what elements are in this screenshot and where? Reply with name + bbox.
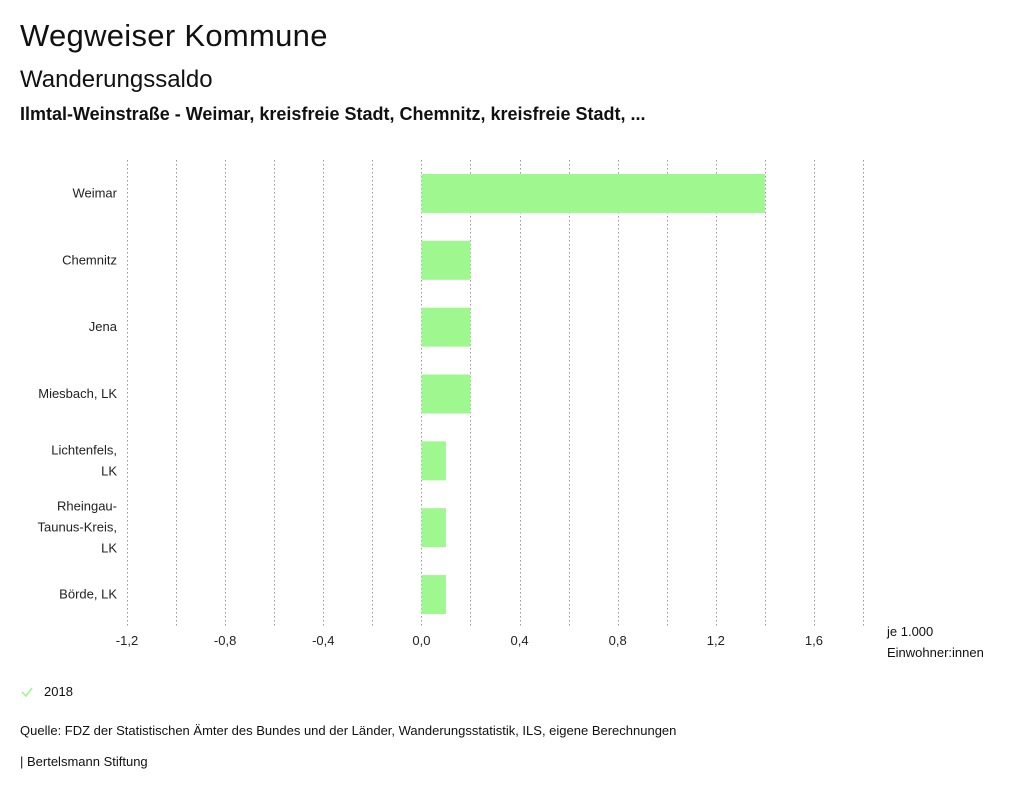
bar xyxy=(421,240,471,280)
category-label: Rheingau- xyxy=(57,499,117,514)
x-tick-label: -0,4 xyxy=(312,633,334,648)
region-label: Ilmtal-Weinstraße - Weimar, kreisfreie S… xyxy=(20,104,646,124)
bar xyxy=(421,441,446,481)
bar xyxy=(421,508,446,548)
x-tick-label: 0,0 xyxy=(412,633,430,648)
chart-subtitle: Wanderungssaldo xyxy=(20,66,213,93)
category-label: Taunus-Kreis, xyxy=(38,520,117,535)
bar xyxy=(421,374,471,414)
category-label: LK xyxy=(101,463,117,478)
category-label: Jena xyxy=(89,319,118,334)
bar xyxy=(421,575,446,615)
x-tick-label: 0,8 xyxy=(609,633,627,648)
x-tick-label: -0,8 xyxy=(214,633,236,648)
x-axis-unit-line: Einwohner:innen xyxy=(887,645,984,660)
x-axis-unit-label: je 1.000 Einwohner:innen xyxy=(887,621,984,663)
x-tick-label: 1,2 xyxy=(707,633,725,648)
category-label: Weimar xyxy=(72,185,117,200)
category-label: Miesbach, LK xyxy=(38,386,117,401)
x-tick-label: -1,2 xyxy=(116,633,138,648)
check-icon[interactable] xyxy=(20,685,34,699)
page-title: Wegweiser Kommune xyxy=(20,18,328,53)
category-label: Börde, LK xyxy=(59,587,117,602)
x-tick-label: 1,6 xyxy=(805,633,823,648)
x-tick-label: 0,4 xyxy=(510,633,528,648)
bar xyxy=(421,307,471,347)
legend-label: 2018 xyxy=(44,684,73,699)
credit-note: | Bertelsmann Stiftung xyxy=(20,754,148,769)
legend[interactable]: 2018 xyxy=(20,684,73,699)
category-label: LK xyxy=(101,541,117,556)
x-axis-unit-line: je 1.000 xyxy=(887,624,934,639)
bar xyxy=(421,173,765,213)
category-label: Chemnitz xyxy=(62,252,117,267)
category-label: Lichtenfels, xyxy=(51,442,117,457)
bar-chart: Weimar Chemnitz Jena Miesbach, LK Lichtenfel… xyxy=(38,160,864,648)
source-note: Quelle: FDZ der Statistischen Ämter des … xyxy=(20,723,677,738)
